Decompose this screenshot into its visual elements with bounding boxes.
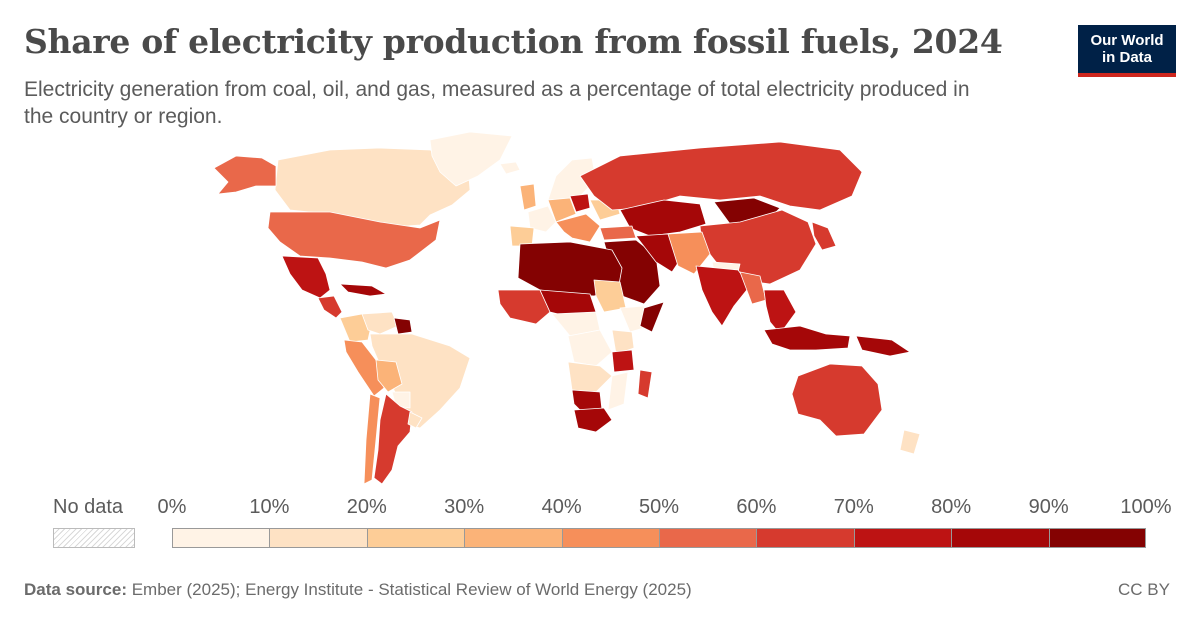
map-region[interactable]: Ecuador/Peru — [343, 339, 385, 397]
map-region[interactable]: Bangladesh/Myanmar — [739, 271, 767, 305]
legend-tick-label: 20% — [346, 496, 387, 518]
legend-tick-label: 30% — [444, 496, 485, 518]
map-region[interactable]: Papua New Guinea — [855, 335, 911, 357]
owid-logo[interactable]: Our World in Data — [1078, 25, 1176, 77]
map-region[interactable]: East Africa — [611, 329, 635, 355]
map-region[interactable]: Angola/Zambia — [567, 361, 613, 393]
map-region[interactable]: Mozambique — [607, 371, 629, 411]
map-region[interactable]: Sudan — [593, 279, 627, 313]
legend-swatch[interactable] — [366, 528, 465, 548]
legend-tick-label: 50% — [638, 496, 680, 518]
map-region[interactable]: Alaska — [213, 155, 277, 195]
legend-swatch[interactable] — [464, 528, 562, 548]
map-region[interactable]: Korea/Japan — [811, 221, 837, 251]
logo-line-1: Our World — [1090, 32, 1164, 49]
map-region[interactable]: Australia — [791, 363, 883, 437]
map-region[interactable]: Germany/Central Europe — [547, 197, 577, 223]
source-text: Ember (2025); Energy Institute - Statist… — [131, 580, 692, 599]
map-region[interactable]: Turkey — [599, 225, 637, 241]
legend-tick-label: 70% — [833, 496, 874, 518]
legend-tick-label: 90% — [1028, 496, 1069, 518]
world-map: CanadaUnited States Alaska Greenland Mexico… — [213, 131, 921, 485]
map-region[interactable]: Somalia — [639, 301, 665, 333]
map-region[interactable]: United States — [267, 211, 441, 269]
map-region[interactable]: Guyana/Suriname — [393, 317, 413, 335]
map-region[interactable]: Argentina — [373, 393, 413, 485]
legend-tick-label: 60% — [736, 496, 777, 518]
no-data-swatch — [53, 528, 135, 548]
map-region[interactable]: Canada — [274, 147, 471, 229]
map-region[interactable]: United Kingdom — [519, 183, 537, 211]
map-region[interactable]: New Zealand — [899, 429, 921, 455]
chart-title: Share of electricity production from fos… — [24, 22, 1003, 61]
legend-swatch[interactable] — [853, 528, 952, 548]
legend-swatch[interactable] — [659, 528, 757, 548]
map-region[interactable]: Caribbean — [339, 283, 387, 297]
map-region[interactable]: Chile — [363, 393, 381, 485]
map-region[interactable]: Iceland — [499, 161, 521, 175]
legend-tick-label: 40% — [541, 496, 582, 518]
map-region[interactable]: France — [527, 205, 557, 233]
legend-swatch[interactable] — [269, 528, 367, 548]
legend-swatch[interactable] — [561, 528, 659, 548]
map-region[interactable]: Congo — [567, 329, 613, 367]
map-region[interactable]: Central America — [317, 295, 343, 319]
no-data-label: No data — [53, 496, 124, 518]
legend-tick-label: 80% — [931, 496, 972, 518]
legend-tick-label: 100% — [1120, 496, 1172, 518]
map-region[interactable]: Iberia — [509, 225, 535, 247]
legend-tick-label: 0% — [157, 496, 187, 518]
map-region[interactable]: Italy/Balkans — [555, 213, 601, 243]
map-region[interactable]: Tanzania — [611, 349, 635, 373]
map-region[interactable]: Bolivia — [375, 359, 403, 393]
map-region[interactable]: Russia — [579, 141, 863, 211]
source-label: Data source: — [24, 580, 127, 599]
data-source: Data source: Ember (2025); Energy Instit… — [24, 580, 692, 600]
legend-swatch[interactable] — [1048, 528, 1146, 548]
map-region[interactable]: Mexico — [281, 255, 331, 299]
legend-swatch[interactable] — [951, 528, 1049, 548]
map-region[interactable]: Uruguay — [407, 411, 423, 429]
map-region[interactable]: Greenland — [429, 131, 513, 187]
map-region[interactable]: South Africa — [573, 407, 613, 433]
license-link[interactable]: CC BY — [1118, 580, 1170, 599]
logo-line-2: in Data — [1101, 49, 1152, 66]
map-region[interactable]: Poland — [569, 193, 591, 213]
legend-tick-label: 10% — [249, 496, 290, 518]
map-region[interactable]: Afghanistan/Pakistan — [667, 231, 711, 275]
map-region[interactable]: Indonesia — [763, 325, 851, 351]
color-legend: No data 0% 10% 20% 30% 40% 50% 60% 70% 80% 90% 100… — [0, 490, 1200, 560]
map-region[interactable]: Madagascar — [637, 369, 653, 399]
map-region[interactable]: Venezuela — [361, 311, 399, 335]
legend-swatch[interactable] — [756, 528, 854, 548]
chart-subtitle: Electricity generation from coal, oil, a… — [24, 78, 970, 128]
legend-swatch[interactable] — [172, 528, 270, 548]
